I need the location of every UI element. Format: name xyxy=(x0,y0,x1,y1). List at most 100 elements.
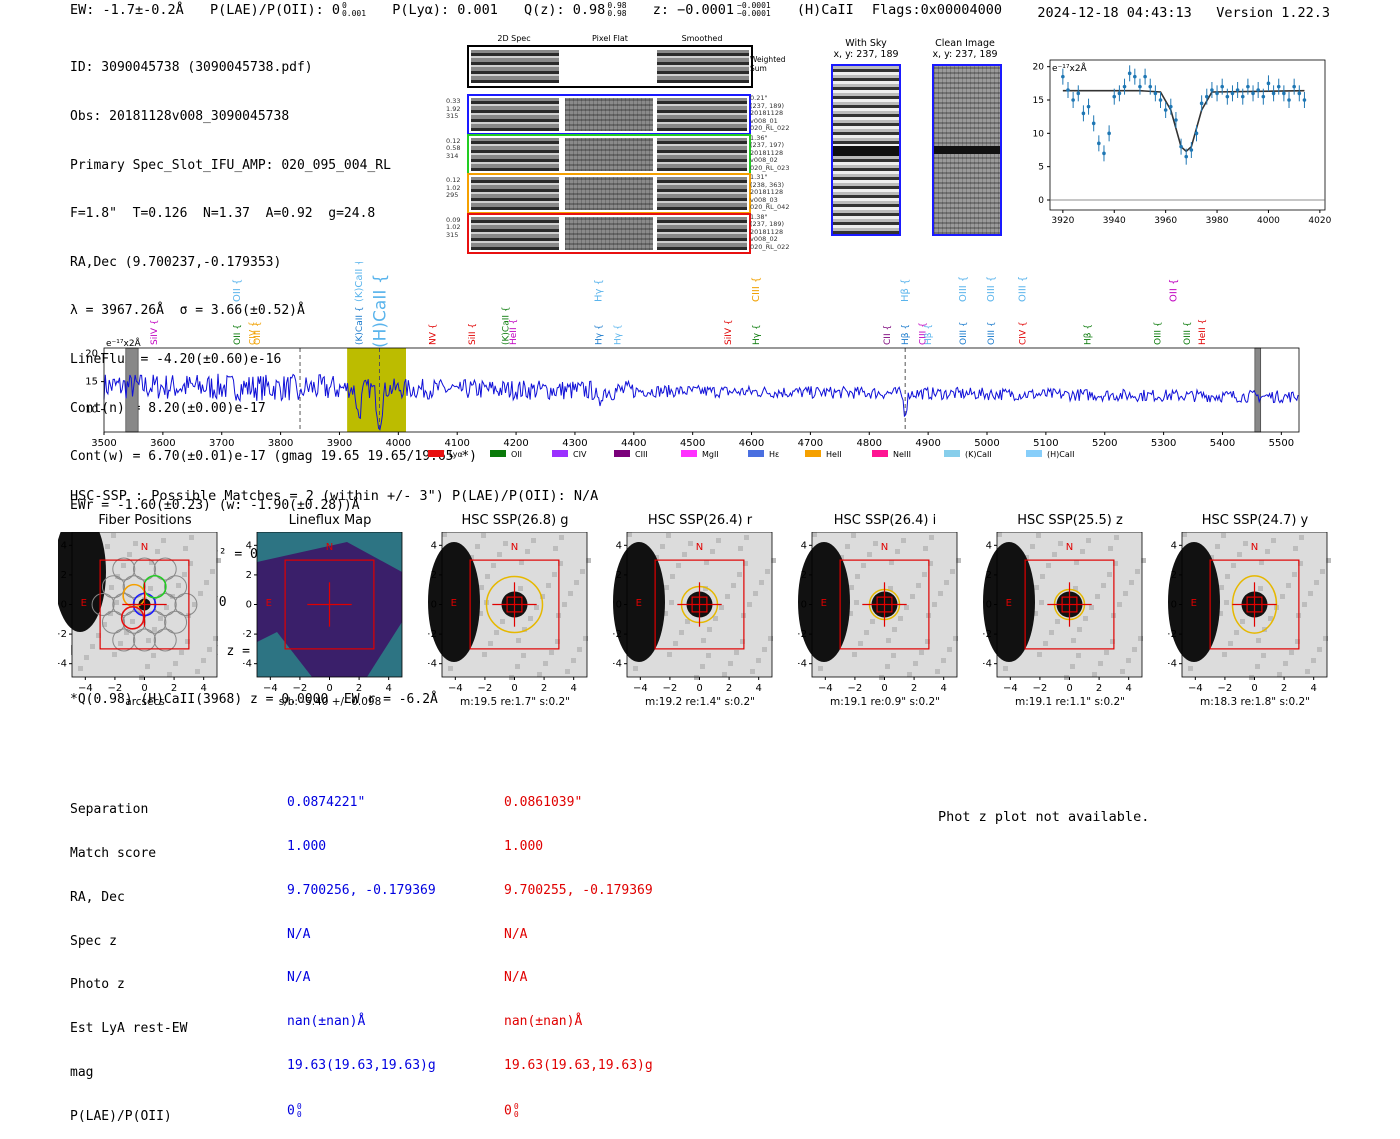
line-label-group: OIII { xyxy=(1183,321,1193,345)
line-label-group: HeII { xyxy=(509,319,519,345)
line-label: CIII { xyxy=(751,277,762,302)
noise-pixel xyxy=(1110,639,1115,644)
noise-pixel xyxy=(682,552,687,557)
line-label-group: Hβ { xyxy=(1084,324,1094,345)
label-lya-ew: Est LyA rest-EW xyxy=(70,1021,188,1037)
noise-pixel xyxy=(210,569,215,574)
noise-pixel xyxy=(1033,611,1038,616)
hsc-ytick-label: 2 xyxy=(801,570,807,581)
north-label: N xyxy=(141,542,148,553)
noise-pixel xyxy=(121,563,126,568)
noise-pixel xyxy=(854,600,859,605)
noise-pixel xyxy=(740,639,745,644)
noise-pixel xyxy=(845,544,850,549)
row-pixelflat xyxy=(565,216,653,250)
noise-pixel xyxy=(571,658,576,663)
noise-pixel xyxy=(855,574,860,579)
noise-pixel xyxy=(118,641,123,646)
zoom-data-point xyxy=(1081,111,1086,116)
noise-pixel xyxy=(469,555,474,560)
noise-pixel xyxy=(531,538,536,543)
noise-pixel xyxy=(136,608,141,613)
noise-pixel xyxy=(522,627,527,632)
zoom-xtick-label: 3940 xyxy=(1103,216,1126,226)
line-label: CII { xyxy=(883,325,893,345)
hsc-xtick-label: 2 xyxy=(541,683,547,694)
spectrum-xtick-label: 4100 xyxy=(444,438,469,449)
noise-pixel xyxy=(114,600,119,605)
clean-image-header: Clean Image x, y: 237, 189 xyxy=(925,38,1005,60)
noise-pixel xyxy=(944,580,949,585)
noise-pixel xyxy=(886,638,891,643)
noise-pixel xyxy=(109,585,114,590)
hsc-xtick-label: −2 xyxy=(1218,683,1233,694)
with-sky-image xyxy=(831,64,901,236)
noise-pixel xyxy=(577,647,582,652)
noise-pixel xyxy=(888,586,893,591)
noise-pixel xyxy=(664,585,669,590)
weighted-smoothed xyxy=(657,50,749,83)
noise-pixel xyxy=(1052,552,1057,557)
info-line: Obs: 20181128v008_3090045738 xyxy=(70,109,290,125)
noise-pixel xyxy=(1040,574,1045,579)
zoom-data-point xyxy=(1066,88,1070,92)
noise-pixel xyxy=(1255,664,1260,669)
noise-pixel xyxy=(1326,558,1331,563)
line-label-group: CIII { xyxy=(751,277,762,302)
noise-pixel xyxy=(864,630,869,635)
noise-pixel xyxy=(78,666,83,671)
hsc-ytick-label: 2 xyxy=(986,570,992,581)
hsc-xtick-label: −4 xyxy=(1188,683,1203,694)
noise-pixel xyxy=(1080,549,1085,554)
line-label: OIII { xyxy=(987,321,997,345)
cutout-row xyxy=(467,212,751,254)
noise-pixel xyxy=(818,666,823,671)
row-left-stat: 1.92 xyxy=(446,104,461,113)
zoom-data-point xyxy=(1148,84,1153,89)
noise-pixel xyxy=(574,580,579,585)
noise-pixel xyxy=(173,661,178,666)
info-line: RA,Dec (9.700237,-0.179353) xyxy=(70,254,282,270)
noise-pixel xyxy=(1302,602,1307,607)
line-label-group: OIII { xyxy=(1154,321,1164,345)
weighted-sum-label: Weighted Sum xyxy=(750,55,786,73)
highlight-band xyxy=(347,348,406,432)
noise-pixel xyxy=(552,572,557,577)
zoom-data-point xyxy=(1266,81,1271,86)
zoom-data-point xyxy=(1246,84,1250,89)
noise-pixel xyxy=(442,532,447,537)
spectrum-line xyxy=(103,373,1299,431)
row-right-meta-line: v008_02 xyxy=(750,156,778,164)
row-left-stat: 0.12 xyxy=(446,176,461,184)
line-label-group: Hβ { xyxy=(901,324,911,345)
spectrum-xtick-label: 3500 xyxy=(91,438,116,449)
legend-swatch xyxy=(805,450,821,457)
noise-pixel xyxy=(728,661,733,666)
hsc-ytick-label: 4 xyxy=(246,540,252,551)
noise-pixel xyxy=(839,555,844,560)
zoom-data-point xyxy=(1107,131,1111,136)
line-id: (H)CaII xyxy=(796,2,854,18)
weighted-sum-panel xyxy=(467,45,753,88)
m1-plae-value: 0 xyxy=(287,1103,295,1119)
north-label: N xyxy=(326,542,333,553)
hsc-xtick-label: 4 xyxy=(755,683,761,694)
region-square xyxy=(284,559,375,650)
label-ra-dec: RA, Dec xyxy=(70,889,125,905)
noise-pixel xyxy=(660,544,665,549)
noise-pixel xyxy=(1058,541,1063,546)
noise-pixel xyxy=(1098,661,1103,666)
noise-pixel xyxy=(1108,546,1113,551)
noise-pixel xyxy=(124,630,129,635)
hsc-xtick-label: 0 xyxy=(141,683,147,694)
line-label-group: HeII { xyxy=(1198,319,1208,345)
noise-pixel xyxy=(1037,652,1042,657)
noise-pixel xyxy=(812,532,817,537)
hsc-xtick-label: 4 xyxy=(200,683,206,694)
hsc-xtick-label: 2 xyxy=(1096,683,1102,694)
m2-ew: nan(±nan)Å xyxy=(504,1014,583,1030)
m2-radec: 9.700255, -0.179369 xyxy=(504,882,653,898)
flux-patch xyxy=(257,632,312,677)
noise-pixel xyxy=(500,619,505,624)
